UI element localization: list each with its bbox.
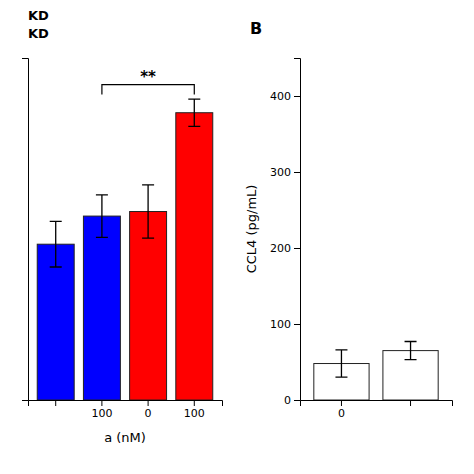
- x-axis-line: [301, 401, 453, 407]
- x-tick: 0: [338, 400, 345, 420]
- y-tick-mark: [294, 248, 300, 249]
- x-tick: 100: [91, 400, 112, 420]
- panel-label: B: [250, 19, 262, 38]
- y-axis: 0 100 200 300 400: [270, 59, 301, 408]
- x-axis-title: a (nM): [104, 430, 146, 445]
- y-tick-mark: [294, 400, 300, 401]
- y-tick-mark: [294, 172, 300, 173]
- x-tick-mark: [101, 400, 102, 406]
- y-tick: 0: [284, 394, 300, 407]
- x-tick-label: 0: [145, 407, 152, 420]
- x-tick: 0: [145, 400, 152, 420]
- x-tick-mark: [148, 400, 149, 406]
- y-tick-label: 0: [284, 394, 291, 407]
- bar: [176, 113, 213, 400]
- y-axis-line: [294, 59, 301, 401]
- error-bar: [142, 185, 154, 238]
- y-tick: 200: [270, 242, 300, 255]
- y-tick-label: 200: [270, 242, 291, 255]
- y-axis-line: [22, 59, 29, 401]
- y-tick-mark: [294, 324, 300, 325]
- x-tick-mark: [55, 400, 56, 406]
- x-axis-line: [29, 401, 223, 407]
- bar: [83, 216, 120, 400]
- plot-area: [314, 341, 438, 400]
- significance-label: **: [140, 68, 156, 86]
- bar: [130, 212, 167, 400]
- x-tick-mark: [410, 400, 411, 406]
- panel: 0 0 100 200 300 400 CCL4 (pg/mL) B: [244, 19, 453, 420]
- x-tick-mark: [341, 400, 342, 406]
- significance-bracket: [102, 85, 194, 95]
- y-tick: 100: [270, 318, 300, 331]
- annotation: KD: [28, 26, 49, 41]
- error-bar: [50, 221, 62, 267]
- y-tick: 300: [270, 166, 300, 179]
- x-tick-label: 100: [184, 407, 205, 420]
- x-tick: 100: [184, 400, 205, 420]
- x-axis: 100 0 100: [29, 400, 223, 420]
- panel: 100 0 100 a (nM) KD KD **: [22, 8, 223, 445]
- y-tick-label: 300: [270, 166, 291, 179]
- chart: 100 0 100 a (nM) KD KD ** 0 0 100 200 300 400 CCL4 (p…: [0, 0, 474, 474]
- x-tick-label: 0: [338, 407, 345, 420]
- x-tick: [410, 400, 411, 406]
- x-axis: 0: [301, 400, 453, 420]
- y-tick-mark: [294, 96, 300, 97]
- y-tick-label: 400: [270, 90, 291, 103]
- y-axis-title: CCL4 (pg/mL): [244, 185, 259, 274]
- x-tick-mark: [194, 400, 195, 406]
- error-bar: [188, 99, 200, 126]
- y-tick: 400: [270, 90, 300, 103]
- error-bar: [335, 350, 347, 377]
- x-tick: [55, 400, 56, 406]
- plot-area: [37, 99, 213, 400]
- error-bar: [405, 341, 417, 359]
- y-axis: [22, 59, 29, 401]
- error-bar: [96, 195, 108, 238]
- x-tick-label: 100: [91, 407, 112, 420]
- y-tick-label: 100: [270, 318, 291, 331]
- annotation: KD: [28, 8, 49, 23]
